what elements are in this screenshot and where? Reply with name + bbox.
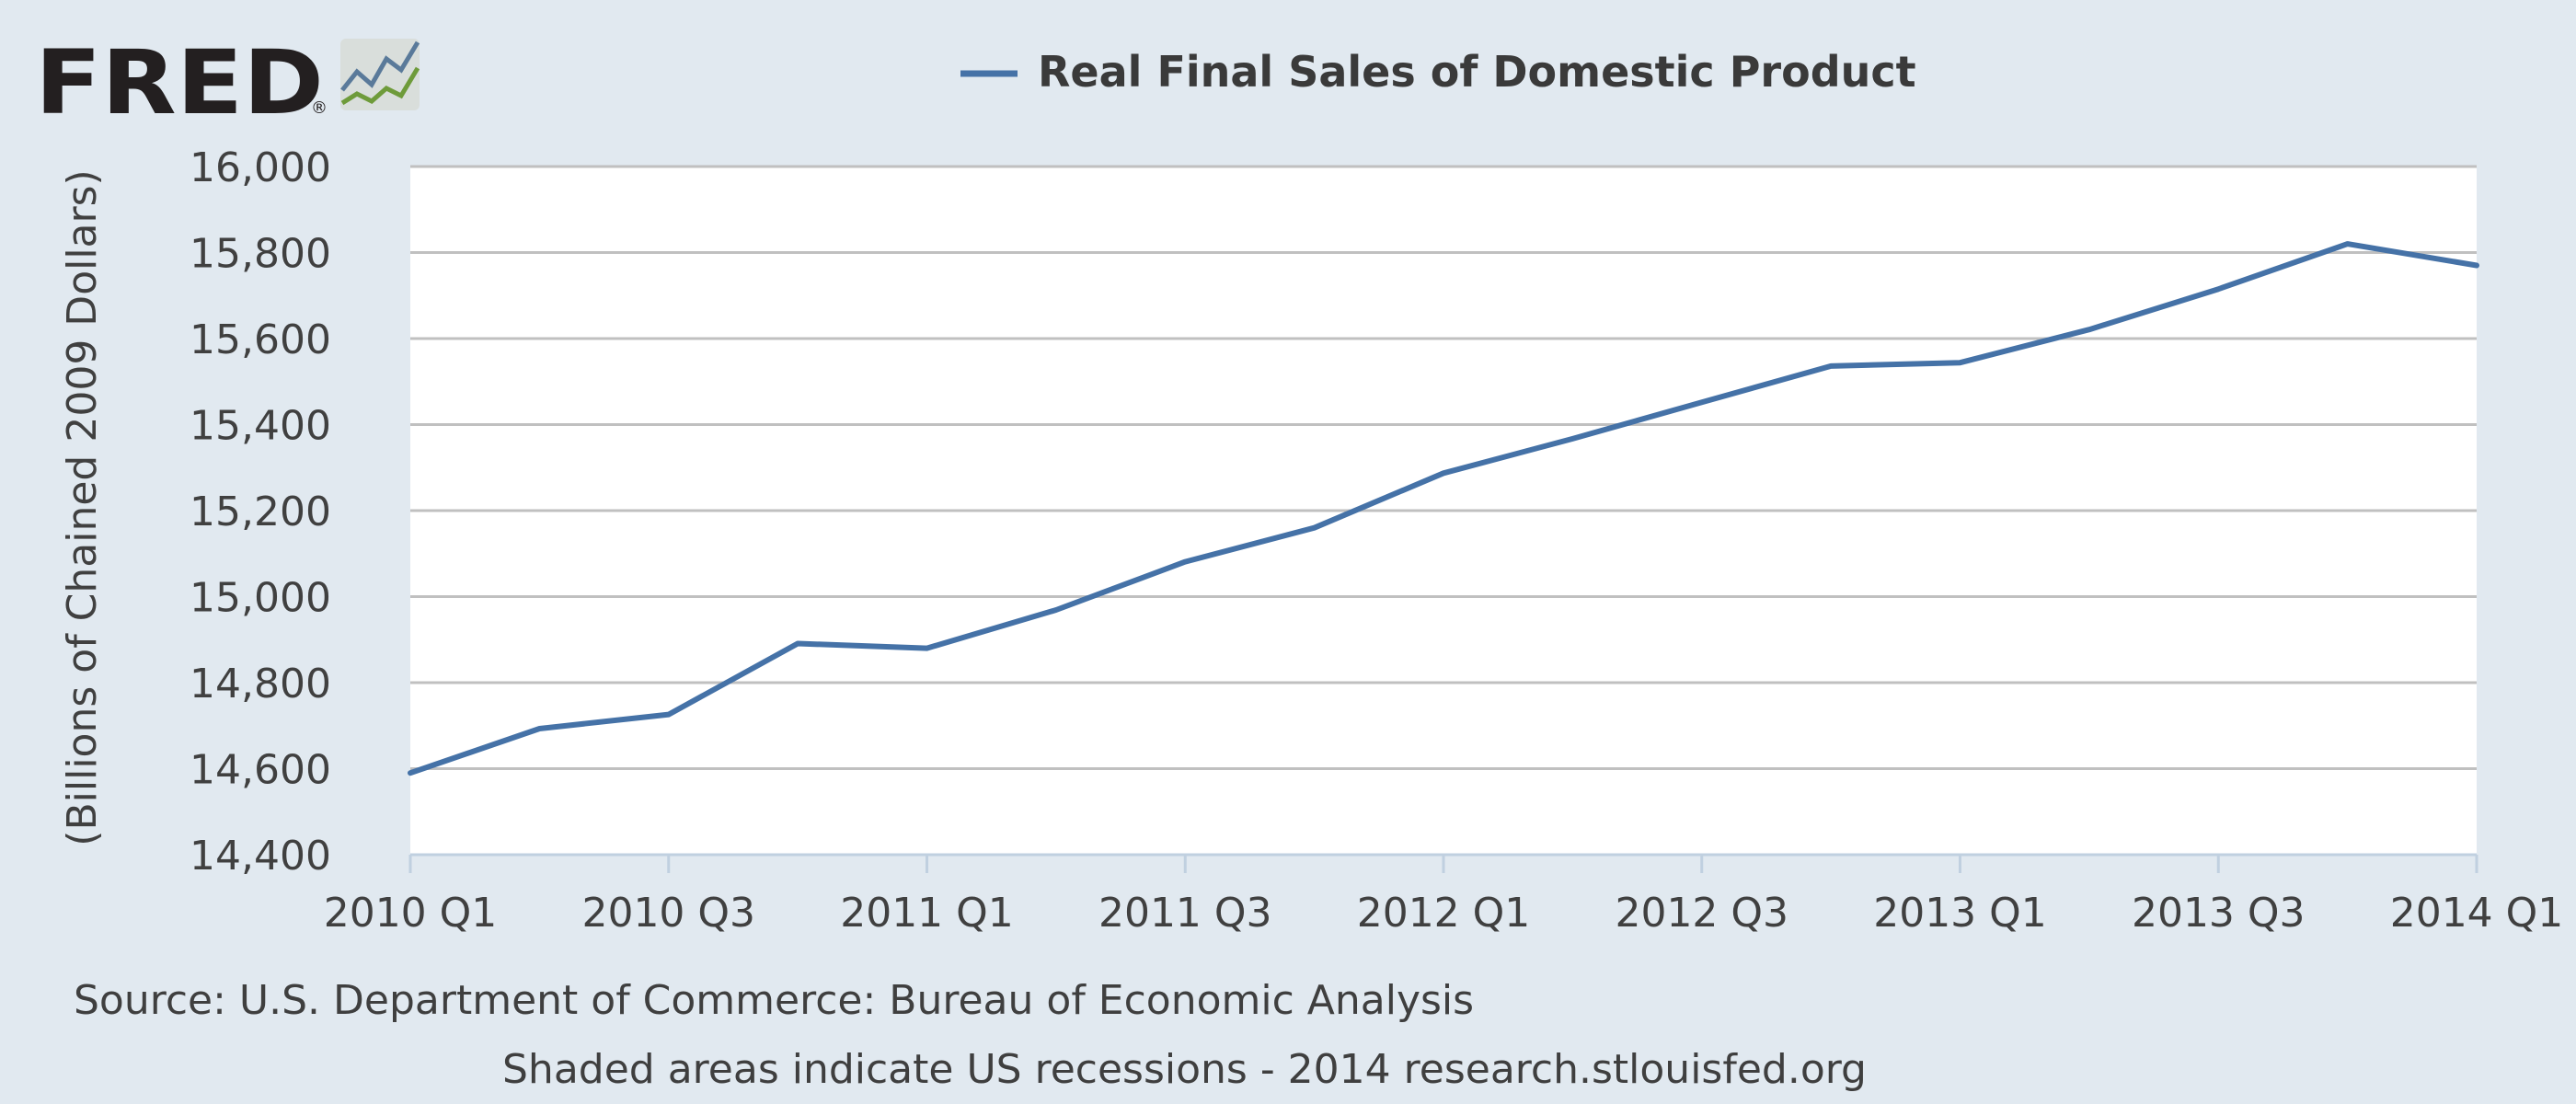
x-tick-label: 2011 Q3	[1098, 890, 1272, 937]
series-layer	[408, 241, 2479, 776]
logo-chart-icon	[340, 39, 420, 110]
legend-label: Real Final Sales of Domestic Product	[1038, 47, 1916, 97]
y-tick-label: 15,800	[190, 231, 331, 278]
y-tick-label: 16,000	[190, 144, 331, 191]
x-tick-label: 2011 Q1	[840, 890, 1014, 937]
y-tick-labels: 14,400 14,600 14,800 15,000 15,200 15,400 15,6…	[190, 144, 331, 880]
logo-text: FRED	[35, 31, 324, 134]
logo-registered-mark: ®	[311, 98, 328, 118]
y-tick-label: 15,000	[190, 575, 331, 622]
y-tick-label: 14,600	[190, 747, 331, 794]
grid-lines	[410, 165, 2477, 857]
x-axis: 2010 Q1 2010 Q3 2011 Q1 2011 Q3 2012 Q1 2012 …	[324, 853, 2564, 937]
fred-logo[interactable]: FRED ®	[35, 31, 420, 134]
y-tick-label: 15,600	[190, 316, 331, 363]
x-tick-label: 2010 Q1	[324, 890, 498, 937]
x-tick-label: 2012 Q3	[1615, 890, 1788, 937]
x-tick-label: 2010 Q3	[581, 890, 755, 937]
x-tick-label: 2013 Q3	[2132, 890, 2306, 937]
recession-note: Shaded areas indicate US recessions - 20…	[502, 1046, 1867, 1093]
y-tick-label: 15,400	[190, 403, 331, 450]
series-line	[408, 241, 2479, 776]
y-axis-title: (Billions of Chained 2009 Dollars)	[59, 169, 106, 845]
legend: Real Final Sales of Domestic Product	[960, 47, 1916, 97]
y-tick-label: 15,200	[190, 489, 331, 535]
source-note: Source: U.S. Department of Commerce: Bur…	[74, 977, 1474, 1024]
x-tick-label: 2013 Q1	[1873, 890, 2047, 937]
x-tick-label: 2014 Q1	[2390, 890, 2564, 937]
x-tick-label: 2012 Q1	[1357, 890, 1531, 937]
y-tick-label: 14,800	[190, 661, 331, 707]
y-tick-label: 14,400	[190, 833, 331, 880]
